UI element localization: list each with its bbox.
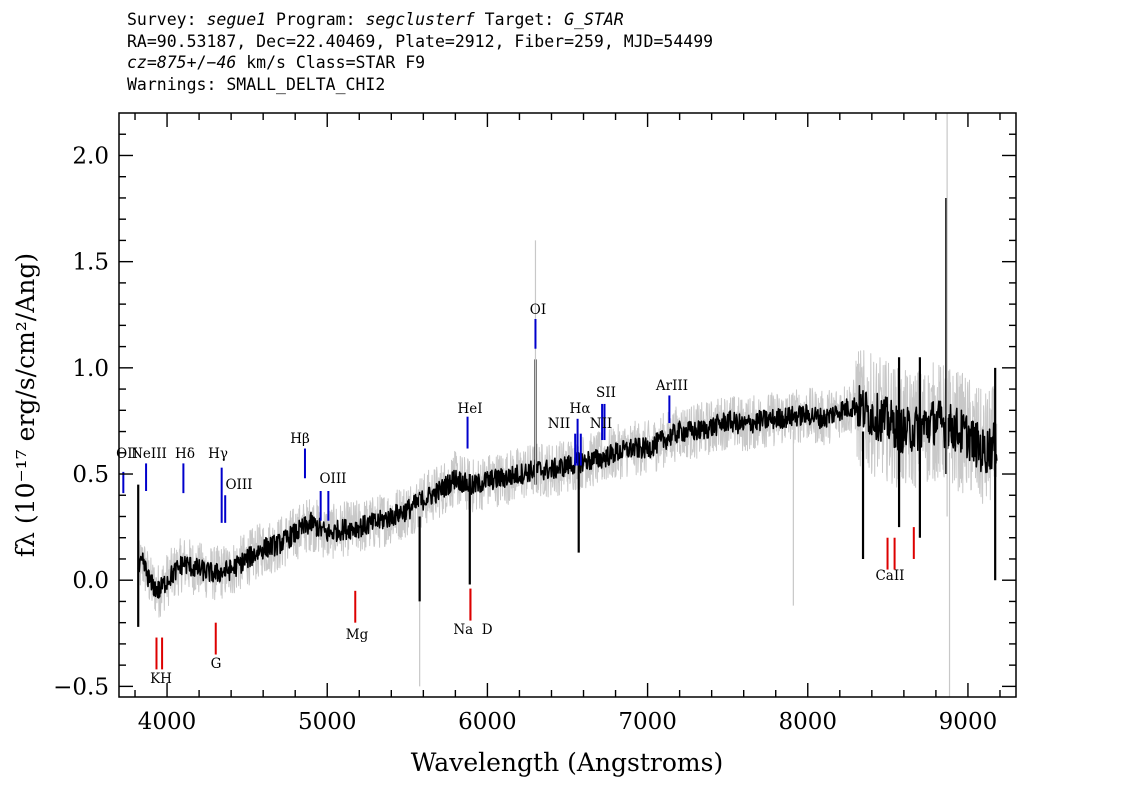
emission-label-nii-6548: NII (548, 416, 570, 432)
cz-label: cz= (127, 53, 157, 72)
emission-label-h-beta: Hβ (290, 431, 310, 447)
x-tick-label-9000: 9000 (939, 709, 998, 735)
cz-class: km/s Class=STAR F9 (236, 53, 426, 72)
cz-error: 46 (216, 53, 237, 72)
emission-label-oiii-5007: OIII (319, 471, 346, 487)
y-tick-label-2: 0.5 (72, 462, 109, 488)
y-tick-label-5: 2.0 (72, 143, 109, 169)
spectrum-header: Survey: segue1 Program: segclusterf Targ… (127, 9, 1127, 95)
emission-label-h-alpha: Hα (570, 401, 591, 417)
target-value: G_STAR (564, 10, 624, 29)
header-line-warnings: Warnings: SMALL_DELTA_CHI2 (127, 74, 386, 94)
target-label: Target: (474, 10, 565, 29)
emission-label-nii-6583: NII (590, 416, 612, 432)
program-value: segclusterf (365, 10, 475, 29)
x-tick-label-5000: 5000 (298, 709, 357, 735)
x-tick-label-7000: 7000 (618, 709, 677, 735)
absorption-label-mg: Mg (346, 627, 369, 643)
survey-label: Survey: (127, 10, 207, 29)
emission-label-h-delta: Hδ (175, 446, 195, 462)
emission-label-hei: HeI (457, 401, 482, 417)
absorption-label-na-d: Na D (453, 622, 492, 638)
plot-frame (118, 112, 1017, 698)
x-tick-label-8000: 8000 (778, 709, 837, 735)
y-tick-label-1: 0.0 (72, 568, 109, 594)
model-layer (137, 350, 998, 618)
y-tick-label-0: −0.5 (53, 674, 109, 700)
emission-label-oii: OII (116, 446, 138, 462)
y-tick-label-3: 1.0 (72, 356, 109, 382)
survey-value: segue1 (206, 10, 267, 29)
x-axis-label: Wavelength (Angstroms) (411, 748, 723, 777)
y-axis-label: fλ (10⁻¹⁷ erg/s/cm²/Ang) (11, 253, 40, 557)
y-tick-label-4: 1.5 (72, 250, 109, 276)
line-marker-layer (122, 318, 915, 670)
header-line-coords: RA=90.53187, Dec=22.40469, Plate=2912, F… (127, 31, 714, 51)
data-layer (137, 384, 998, 599)
emission-label-neiii: NeIII (131, 446, 167, 462)
flux-spectrum-line (137, 384, 998, 599)
absorption-label-caii: CaII (875, 568, 904, 584)
cz-plusminus: +/− (186, 53, 217, 72)
emission-label-oiii-4363: OIII (225, 477, 252, 493)
absorption-label-g: G (211, 656, 222, 672)
spike-layer (137, 113, 997, 697)
model-spectrum-line (137, 350, 998, 618)
program-label: Program: (266, 10, 366, 29)
emission-label-sii: SII (596, 385, 616, 401)
header-line-redshift: cz=875+/−46 km/s Class=STAR F9 (127, 52, 1127, 74)
cz-value: 875 (156, 53, 187, 72)
x-tick-label-6000: 6000 (458, 709, 517, 735)
emission-label-ariii: ArIII (655, 378, 688, 394)
tick-layer: 4000 5000 6000 7000 8000 9000 −0.5 0.0 0.5 1.0 1.5… (53, 113, 1016, 735)
header-line-survey: Survey: segue1 Program: segclusterf Targ… (127, 9, 1127, 31)
x-tick-label-4000: 4000 (138, 709, 197, 735)
absorption-label-kh: KH (150, 671, 172, 687)
emission-label-oi: OI (530, 302, 546, 318)
emission-label-h-gamma: Hγ (208, 446, 228, 462)
